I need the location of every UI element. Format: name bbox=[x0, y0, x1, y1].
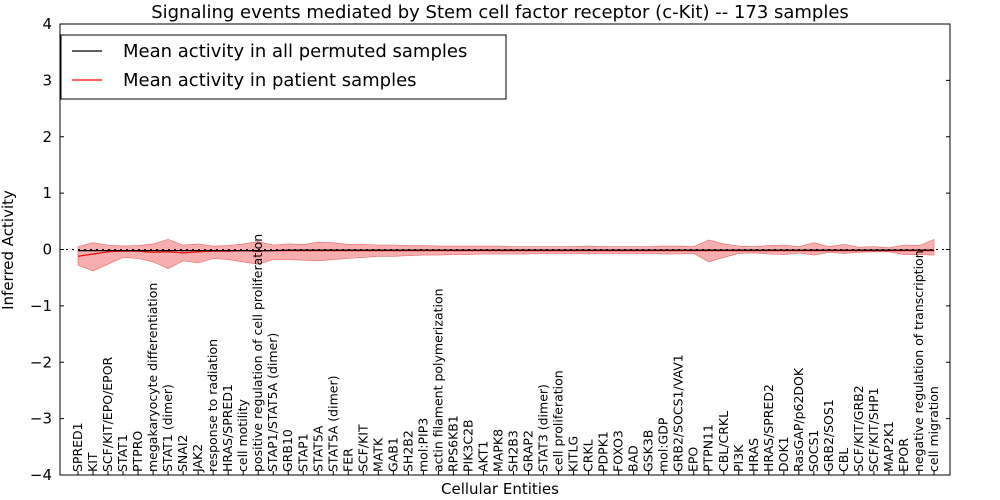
entity-label: GRB2/SOCS1/VAV1 bbox=[671, 354, 686, 472]
y-tick-label: −4 bbox=[30, 466, 52, 484]
entity-label: PTPN11 bbox=[701, 424, 716, 472]
entity-label: GSK3B bbox=[641, 430, 656, 472]
entity-label: HRAS/SPRED2 bbox=[761, 384, 776, 472]
entity-label: GAB1 bbox=[385, 437, 400, 472]
entity-label: SPRED1 bbox=[70, 422, 85, 472]
y-tick-label: 4 bbox=[42, 15, 52, 33]
entity-label: STAT1 (dimer) bbox=[160, 384, 175, 472]
legend-box bbox=[60, 34, 507, 100]
entity-label: STAT1 bbox=[115, 434, 130, 472]
entity-label: PTPRO bbox=[130, 431, 145, 472]
entity-label: response to radiation bbox=[205, 339, 220, 472]
activity-band-layer bbox=[77, 238, 935, 272]
entity-label: AKT1 bbox=[476, 441, 491, 472]
entity-label: MAP2K1 bbox=[881, 421, 896, 472]
entity-label: RasGAP/p62DOK bbox=[791, 367, 806, 472]
entity-label: GRAP2 bbox=[521, 430, 536, 472]
entity-label: SH2B3 bbox=[506, 430, 521, 472]
entity-label: GRB10 bbox=[280, 429, 295, 472]
entity-label: EPOR bbox=[896, 438, 911, 472]
y-axis-ticks: −4 −3 −2 −1 0 1 2 3 4 bbox=[30, 15, 950, 484]
permuted-mean-line bbox=[78, 249, 934, 252]
entity-label: mol:GDP bbox=[656, 417, 671, 472]
entity-label: STAP1 bbox=[295, 433, 310, 472]
y-tick-label: 2 bbox=[42, 128, 52, 146]
y-tick-label: −1 bbox=[30, 297, 52, 315]
entity-label: cell motility bbox=[235, 398, 250, 472]
entity-label: PDPK1 bbox=[596, 431, 611, 472]
entity-label: JAK2 bbox=[190, 444, 205, 473]
y-tick-label: −3 bbox=[30, 410, 52, 428]
y-axis-label: Inferred Activity bbox=[0, 190, 17, 310]
chart-title: Signaling events mediated by Stem cell f… bbox=[151, 2, 849, 23]
entity-label: actin filament polymerization bbox=[430, 288, 445, 472]
entity-label: PIK3C2B bbox=[461, 419, 476, 472]
entity-label: negative regulation of transcription bbox=[911, 250, 926, 472]
entity-label-layer: SPRED1 KIT SCF/KIT/EPO/EPOR STAT1 PTPRO megak… bbox=[70, 234, 941, 475]
legend-label-permuted: Mean activity in all permuted samples bbox=[123, 41, 467, 62]
entity-label: FER bbox=[340, 448, 355, 472]
entity-label: KIT bbox=[85, 452, 100, 472]
entity-label: mol:PIP3 bbox=[415, 418, 430, 472]
entity-label: CBL bbox=[836, 448, 851, 472]
entity-label: SCF/KIT/EPO/EPOR bbox=[100, 356, 115, 472]
entity-label: CBL/CRKL bbox=[716, 411, 731, 472]
mean-line-layer bbox=[77, 249, 934, 257]
patient-activity-band bbox=[77, 238, 935, 272]
entity-label: cell proliferation bbox=[551, 370, 566, 472]
entity-label: SOCS1 bbox=[806, 430, 821, 472]
entity-label: STAP1/STAT5A (dimer) bbox=[265, 333, 280, 472]
entity-label: STAT5A (dimer) bbox=[325, 376, 340, 472]
entity-label: RPS6KB1 bbox=[445, 415, 460, 472]
entity-label: DOK1 bbox=[776, 436, 791, 472]
entity-label: SCF/KIT bbox=[355, 424, 370, 472]
entity-label: PI3K bbox=[731, 444, 746, 472]
entity-label: STAT3 (dimer) bbox=[536, 384, 551, 472]
entity-label: GRB2/SOS1 bbox=[821, 399, 836, 472]
entity-label: SCF/KIT/SHP1 bbox=[866, 387, 881, 472]
y-tick-label: 1 bbox=[42, 184, 52, 202]
entity-label: BAD bbox=[626, 445, 641, 472]
entity-label: STAT5A bbox=[310, 425, 325, 472]
entity-label: megakaryocyte differentiation bbox=[145, 283, 160, 472]
y-tick-label: 3 bbox=[42, 71, 52, 89]
entity-label: cell migration bbox=[926, 386, 941, 472]
entity-label: MAPK8 bbox=[491, 429, 506, 472]
entity-label: MATK bbox=[370, 437, 385, 472]
entity-label: KITLG bbox=[566, 436, 581, 472]
entity-label: SNAI2 bbox=[175, 435, 190, 472]
entity-label: FOXO3 bbox=[611, 430, 626, 472]
entity-label: HRAS/SPRED1 bbox=[220, 384, 235, 472]
legend-label-patient: Mean activity in patient samples bbox=[123, 70, 417, 91]
entity-label: SCF/KIT/GRB2 bbox=[851, 385, 866, 472]
entity-label: HRAS bbox=[746, 438, 761, 472]
entity-label: positive regulation of cell proliferatio… bbox=[250, 234, 265, 472]
entity-label: CRKL bbox=[581, 439, 596, 472]
entity-label: EPO bbox=[686, 447, 701, 472]
legend: Mean activity in all permuted samples Me… bbox=[60, 34, 507, 100]
y-tick-label: −2 bbox=[30, 353, 52, 371]
x-axis-label: Cellular Entities bbox=[441, 480, 559, 498]
entity-label: SH2B2 bbox=[400, 430, 415, 472]
y-tick-label: 0 bbox=[42, 241, 52, 259]
